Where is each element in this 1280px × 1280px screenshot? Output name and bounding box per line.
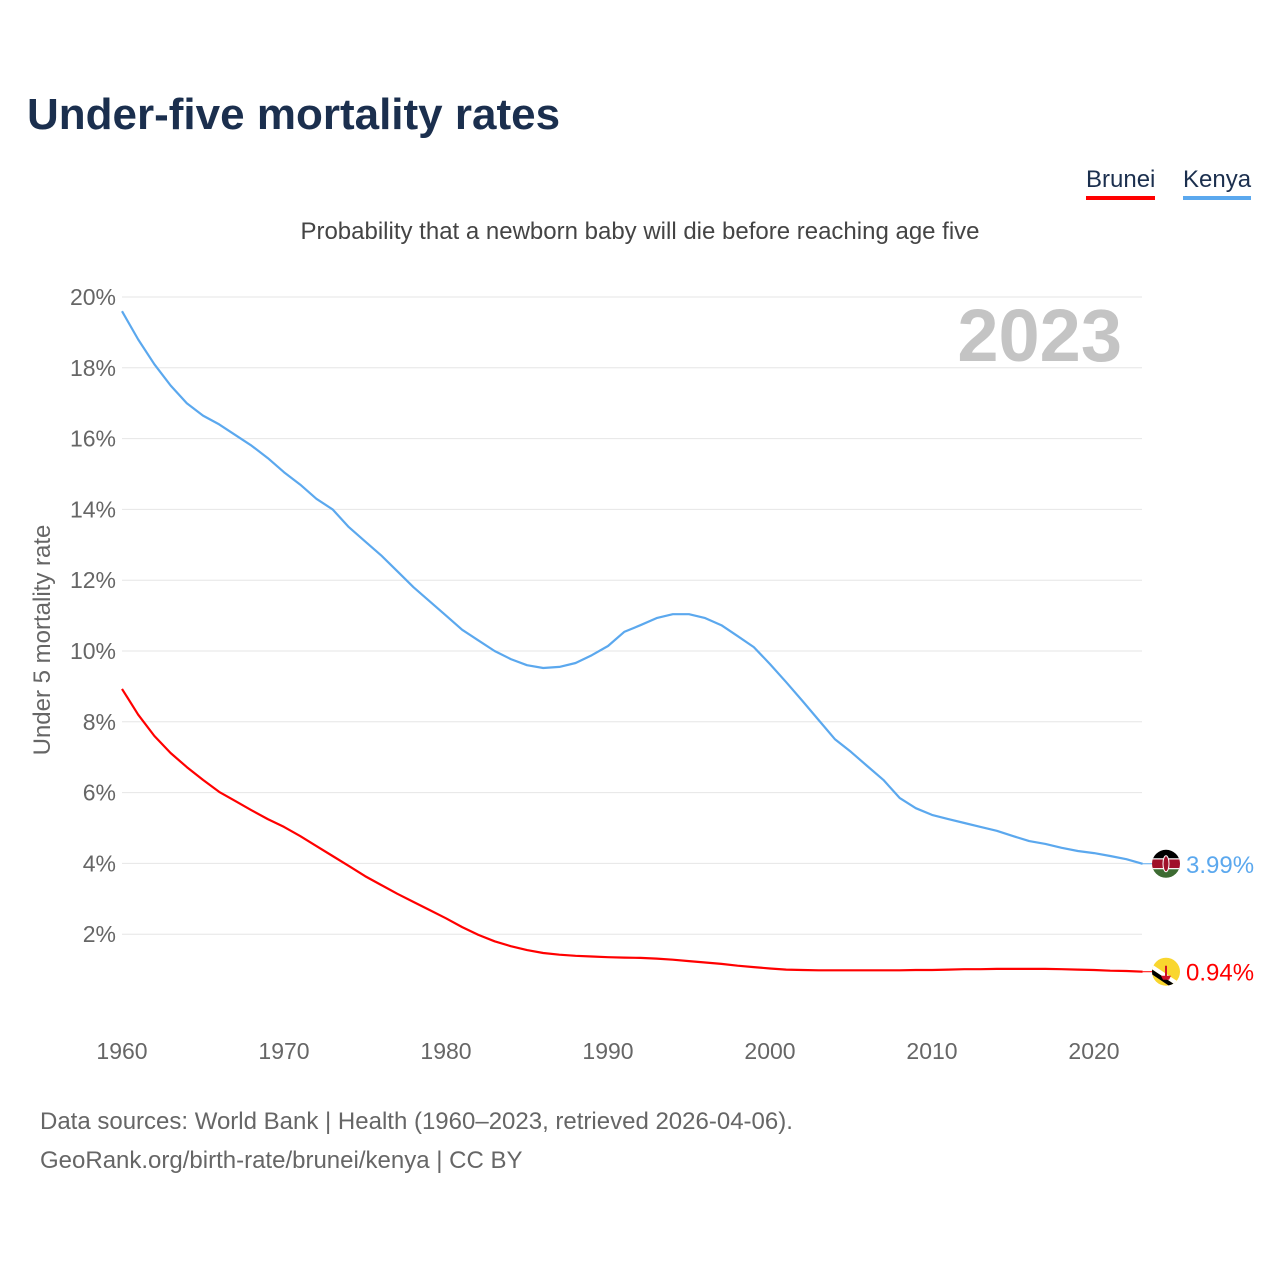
y-axis-label: Under 5 mortality rate bbox=[29, 525, 56, 756]
y-tick-label: 20% bbox=[70, 284, 116, 310]
chart-title: Under-five mortality rates bbox=[27, 90, 561, 139]
flag-crest bbox=[1161, 965, 1171, 980]
y-tick-label: 4% bbox=[83, 850, 116, 876]
x-tick-label: 2010 bbox=[906, 1038, 957, 1064]
series-line-brunei bbox=[121, 688, 1143, 973]
x-tick-label: 1990 bbox=[582, 1038, 633, 1064]
kenya-flag-icon bbox=[1152, 849, 1180, 878]
end-value-label: 0.94% bbox=[1186, 960, 1254, 987]
flag-stripe bbox=[1152, 849, 1180, 859]
year-label: 2023 bbox=[957, 294, 1122, 377]
end-value-label: 3.99% bbox=[1186, 852, 1254, 879]
data-source: Data sources: World Bank | Health (1960–… bbox=[40, 1108, 793, 1135]
y-tick-label: 8% bbox=[83, 709, 116, 735]
y-tick-label: 18% bbox=[70, 355, 116, 381]
x-tick-label: 1980 bbox=[420, 1038, 471, 1064]
chart-subtitle: Probability that a newborn baby will die… bbox=[300, 218, 980, 245]
brunei-flag-icon bbox=[1152, 957, 1180, 986]
flag-shield bbox=[1162, 855, 1170, 873]
y-tick-label: 2% bbox=[83, 921, 116, 947]
source-url[interactable]: GeoRank.org/birth-rate/brunei/kenya | CC… bbox=[40, 1147, 523, 1174]
x-tick-label: 1970 bbox=[258, 1038, 309, 1064]
line-chart: 2% 4% 6% 8% 10% 12% 14% 16% 18% 20% 1960 1970 1980 1… bbox=[29, 284, 1254, 1064]
legend-brunei[interactable]: Brunei bbox=[1086, 166, 1156, 200]
x-tick-label: 1960 bbox=[96, 1038, 147, 1064]
legend-kenya[interactable]: Kenya bbox=[1183, 166, 1252, 200]
y-tick-label: 16% bbox=[70, 426, 116, 452]
flag-stripe bbox=[1152, 968, 1180, 986]
flag-body bbox=[1152, 849, 1180, 878]
y-tick-label: 12% bbox=[70, 567, 116, 593]
x-tick-label: 2020 bbox=[1068, 1038, 1119, 1064]
y-tick-label: 14% bbox=[70, 496, 116, 522]
x-tick-label: 2000 bbox=[744, 1038, 795, 1064]
y-tick-label: 10% bbox=[70, 638, 116, 664]
flag-body bbox=[1152, 957, 1180, 986]
y-tick-label: 6% bbox=[83, 780, 116, 806]
series-line-kenya bbox=[121, 310, 1143, 865]
flag-stripe bbox=[1152, 868, 1180, 878]
